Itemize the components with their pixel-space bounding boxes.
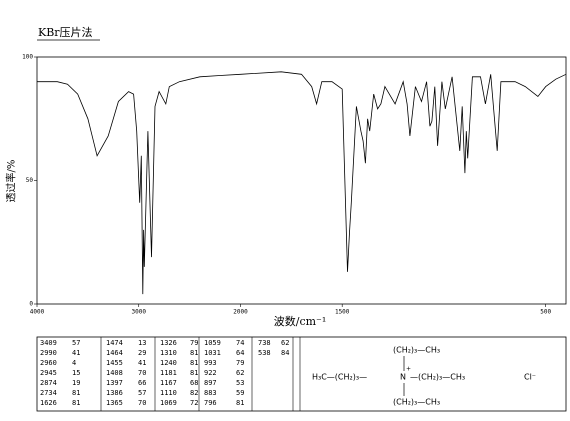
peak-wavenumber: 2734 <box>40 389 57 397</box>
peak-wavenumber: 796 <box>204 399 217 407</box>
peak-wavenumber: 993 <box>204 359 217 367</box>
structure-n: N <box>400 373 406 382</box>
peak-transmittance: 70 <box>138 369 146 377</box>
peak-wavenumber: 883 <box>204 389 217 397</box>
peak-wavenumber: 897 <box>204 379 217 387</box>
peak-wavenumber: 738 <box>258 339 271 347</box>
peak-wavenumber: 2960 <box>40 359 57 367</box>
peak-wavenumber: 1464 <box>106 349 123 357</box>
table-frame <box>36 336 567 412</box>
x-tick-label: 1500 <box>335 309 350 316</box>
peak-wavenumber: 1397 <box>106 379 123 387</box>
peak-wavenumber: 1167 <box>160 379 177 387</box>
peak-wavenumber: 1069 <box>160 399 177 407</box>
peak-wavenumber: 1181 <box>160 369 177 377</box>
x-axis-label: 波数/cm⁻¹ <box>274 315 327 328</box>
peak-wavenumber: 1365 <box>106 399 123 407</box>
peak-transmittance: 74 <box>236 339 244 347</box>
peak-transmittance: 81 <box>190 359 198 367</box>
peak-transmittance: 81 <box>236 399 244 407</box>
structure-top: (CH₂)₃—CH₃ <box>393 346 440 355</box>
structure-charge: + <box>406 366 411 373</box>
structure-left: H₃C—(CH₂)₃— <box>312 373 367 382</box>
x-tick-label: 500 <box>540 309 551 316</box>
peak-transmittance: 81 <box>190 369 198 377</box>
peak-transmittance: 79 <box>190 339 198 347</box>
peak-wavenumber: 922 <box>204 369 217 377</box>
peak-transmittance: 59 <box>236 389 244 397</box>
peak-transmittance: 81 <box>72 399 80 407</box>
peak-transmittance: 81 <box>72 389 80 397</box>
peak-transmittance: 57 <box>138 389 146 397</box>
peak-transmittance: 72 <box>190 399 198 407</box>
peak-transmittance: 64 <box>236 349 244 357</box>
x-tick-label: 3000 <box>132 309 147 316</box>
peak-wavenumber: 1240 <box>160 359 177 367</box>
peak-transmittance: 82 <box>190 389 198 397</box>
peak-wavenumber: 2945 <box>40 369 57 377</box>
peak-transmittance: 62 <box>236 369 244 377</box>
peak-wavenumber: 1031 <box>204 349 221 357</box>
peak-wavenumber: 1386 <box>106 389 123 397</box>
x-tick-label: 2000 <box>233 309 248 316</box>
peak-transmittance: 79 <box>236 359 244 367</box>
peak-wavenumber: 1310 <box>160 349 177 357</box>
x-tick-label: 4000 <box>30 309 45 316</box>
peak-transmittance: 66 <box>138 379 146 387</box>
peak-wavenumber: 538 <box>258 349 271 357</box>
peak-transmittance: 84 <box>281 349 289 357</box>
y-tick-label: 100 <box>22 54 33 61</box>
peak-transmittance: 13 <box>138 339 146 347</box>
table-dividers <box>100 337 301 411</box>
y-tick-label: 0 <box>29 301 33 308</box>
peak-transmittance: 15 <box>72 369 80 377</box>
y-axis-label: 透过率/% <box>5 160 18 203</box>
peak-wavenumber: 2990 <box>40 349 57 357</box>
peak-wavenumber: 1626 <box>40 399 57 407</box>
structure-anion: Cl⁻ <box>524 373 536 382</box>
peak-transmittance: 57 <box>72 339 80 347</box>
peak-wavenumber: 1474 <box>106 339 123 347</box>
spectrum-line <box>37 71 567 295</box>
y-tick-label: 50 <box>26 177 34 184</box>
peak-transmittance: 4 <box>72 359 76 367</box>
plot-frame <box>36 56 567 305</box>
peak-wavenumber: 3409 <box>40 339 57 347</box>
peak-wavenumber: 1408 <box>106 369 123 377</box>
peak-transmittance: 68 <box>190 379 198 387</box>
peak-transmittance: 81 <box>190 349 198 357</box>
peak-wavenumber: 1110 <box>160 389 177 397</box>
structure-right: —(CH₂)₃—CH₃ <box>410 373 465 382</box>
peak-transmittance: 62 <box>281 339 289 347</box>
structure: (CH₂)₃—CH₃ H₃C—(CH₂)₃— N + —(CH₂)₃—CH₃ (… <box>312 346 536 407</box>
chart-title: KBr压片法 <box>38 25 93 39</box>
peak-transmittance: 70 <box>138 399 146 407</box>
peak-transmittance: 41 <box>72 349 80 357</box>
peak-wavenumber: 1059 <box>204 339 221 347</box>
structure-bottom: (CH₂)₃—CH₃ <box>393 398 440 407</box>
peak-wavenumber: 2874 <box>40 379 57 387</box>
peak-wavenumber: 1326 <box>160 339 177 347</box>
peak-wavenumber: 1455 <box>106 359 123 367</box>
peak-transmittance: 41 <box>138 359 146 367</box>
peak-transmittance: 29 <box>138 349 146 357</box>
peak-transmittance: 19 <box>72 379 80 387</box>
peak-transmittance: 53 <box>236 379 244 387</box>
